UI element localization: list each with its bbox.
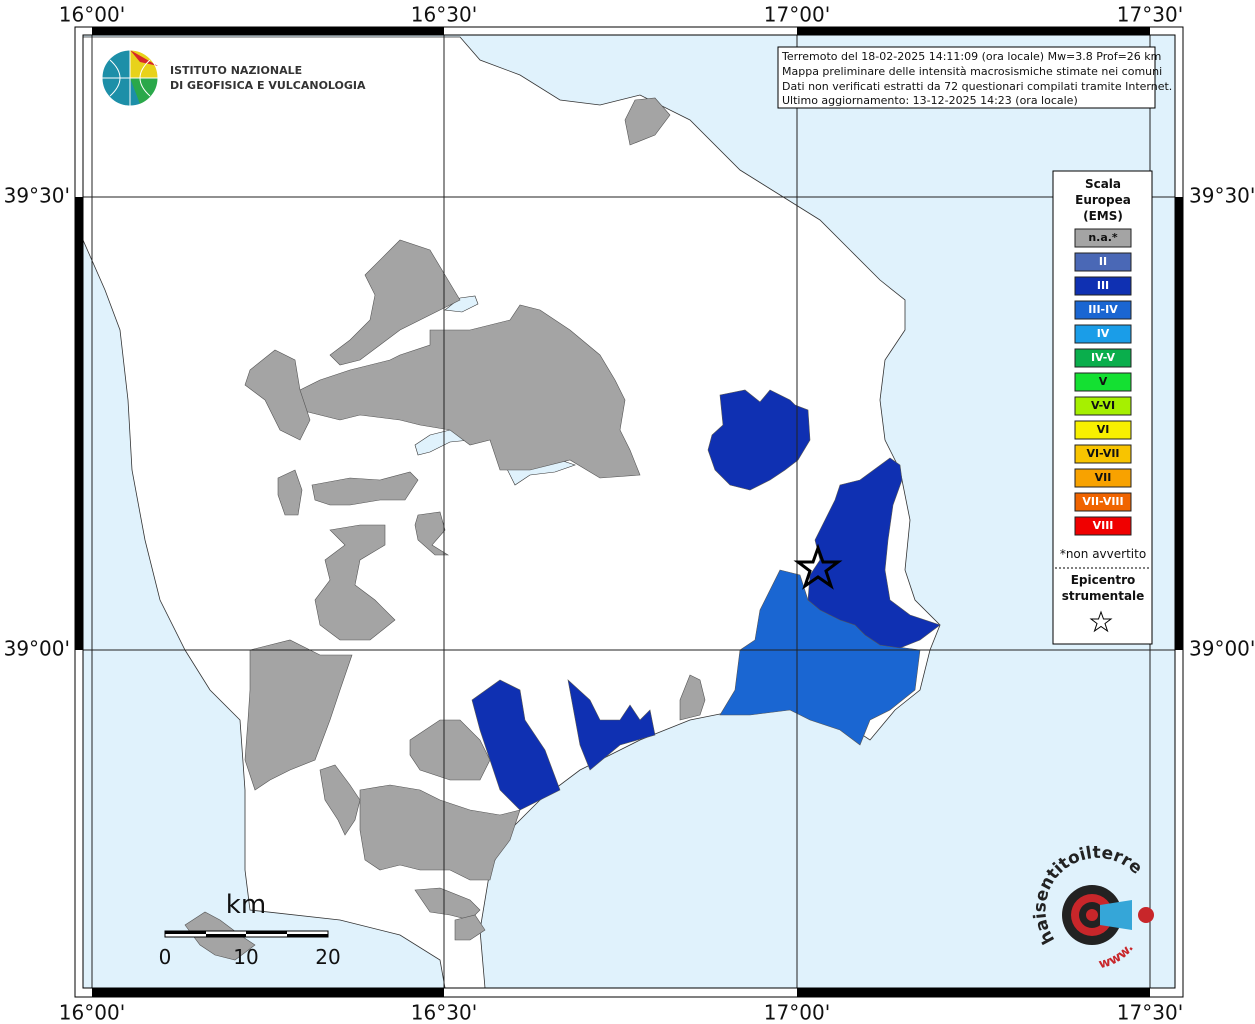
legend-star xyxy=(1089,610,1113,633)
lon-label: 16°00' xyxy=(59,3,125,27)
legend-title: Scala xyxy=(1085,177,1121,191)
legend-swatch xyxy=(1074,492,1132,512)
legend-swatch xyxy=(1074,372,1132,392)
legend-label: VI xyxy=(1097,423,1110,436)
info-line: Dati non verificati estratti da 72 quest… xyxy=(782,80,1172,93)
legend-note: *non avvertito xyxy=(1060,547,1146,561)
legend-swatch xyxy=(1074,252,1132,272)
lon-label: 17°30' xyxy=(1117,1001,1183,1024)
legend-label: VII-VIII xyxy=(1082,495,1123,508)
lon-label: 17°00' xyxy=(764,1001,830,1024)
info-line: Ultimo aggiornamento: 13-12-2025 14:23 (… xyxy=(782,94,1078,107)
municipality xyxy=(567,679,656,771)
legend: Scala Europea (EMS) *non avvertito Epice… xyxy=(1052,170,1153,645)
scale-unit: km xyxy=(226,890,266,920)
municipality xyxy=(277,469,303,516)
municipality xyxy=(414,511,450,556)
legend-title: (EMS) xyxy=(1083,209,1123,223)
municipality xyxy=(359,784,521,881)
municipalities-iii xyxy=(471,389,941,811)
info-line: Terremoto del 18-02-2025 14:11:09 (ora l… xyxy=(781,50,1161,63)
lon-label: 17°00' xyxy=(764,3,830,27)
frame xyxy=(74,26,1184,998)
legend-label: II xyxy=(1099,255,1107,268)
logo-text: DI GEOFISICA E VULCANOLOGIA xyxy=(170,79,366,92)
ingv-logo: ISTITUTO NAZIONALE DI GEOFISICA E VULCAN… xyxy=(101,49,366,107)
legend-label: V-VI xyxy=(1091,399,1115,412)
lat-label: 39°00' xyxy=(1189,637,1255,661)
legend-label: III xyxy=(1097,279,1109,292)
legend-swatch xyxy=(1074,396,1132,416)
municipalities-na xyxy=(184,97,706,961)
legend-label: n.a.* xyxy=(1088,231,1118,244)
scale-label: 10 xyxy=(233,945,258,969)
coordinate-labels: 16°00' 16°00' 16°30' 16°30' 17°00' 17°00' 17°3… xyxy=(4,3,1255,1024)
legend-label: IV-V xyxy=(1091,351,1116,364)
municipality xyxy=(807,457,941,649)
municipality xyxy=(244,639,353,791)
legend-swatch xyxy=(1074,444,1132,464)
legend-swatch xyxy=(1074,516,1132,536)
lon-label: 17°30' xyxy=(1117,3,1183,27)
legend-swatch xyxy=(1074,300,1132,320)
municipality xyxy=(311,471,419,506)
legend-swatch xyxy=(1074,420,1132,440)
municipality xyxy=(244,349,311,441)
scale-label: 0 xyxy=(159,945,172,969)
legend-swatch xyxy=(1074,468,1132,488)
municipality xyxy=(289,304,641,479)
legend-swatch xyxy=(1074,348,1132,368)
municipality xyxy=(454,914,486,941)
lon-label: 16°00' xyxy=(59,1001,125,1024)
scale-label: 20 xyxy=(315,945,340,969)
municipality xyxy=(314,524,396,641)
lat-label: 39°30' xyxy=(1189,184,1255,208)
legend-swatch xyxy=(1074,228,1132,248)
municipality xyxy=(329,239,461,366)
info-box: Terremoto del 18-02-2025 14:11:09 (ora l… xyxy=(777,46,1172,109)
municipality xyxy=(679,674,706,721)
legend-label: V xyxy=(1099,375,1108,388)
legend-swatch xyxy=(1074,276,1132,296)
scale-bar: km 0 10 20 xyxy=(159,890,341,969)
epicenter-star xyxy=(793,543,843,590)
info-line: Mappa preliminare delle intensità macros… xyxy=(782,65,1162,78)
legend-label: VII xyxy=(1095,471,1112,484)
municipality xyxy=(471,679,561,811)
legend-swatch xyxy=(1074,324,1132,344)
lon-label: 16°30' xyxy=(411,1001,477,1024)
legend-epicenter: Epicentro xyxy=(1071,573,1136,587)
lat-label: 39°00' xyxy=(4,637,70,661)
lat-label: 39°30' xyxy=(4,184,70,208)
legend-label: IV xyxy=(1097,327,1110,340)
lon-label: 16°30' xyxy=(411,3,477,27)
legend-title: Europea xyxy=(1075,193,1131,207)
municipality xyxy=(707,389,811,491)
legend-label: VI-VII xyxy=(1086,447,1119,460)
legend-label: VIII xyxy=(1093,519,1114,532)
legend-epicenter: strumentale xyxy=(1062,589,1145,603)
municipality xyxy=(409,719,491,781)
municipality xyxy=(624,97,671,146)
logo-text: ISTITUTO NAZIONALE xyxy=(170,64,302,77)
legend-label: III-IV xyxy=(1088,303,1118,316)
municipality xyxy=(319,764,361,836)
